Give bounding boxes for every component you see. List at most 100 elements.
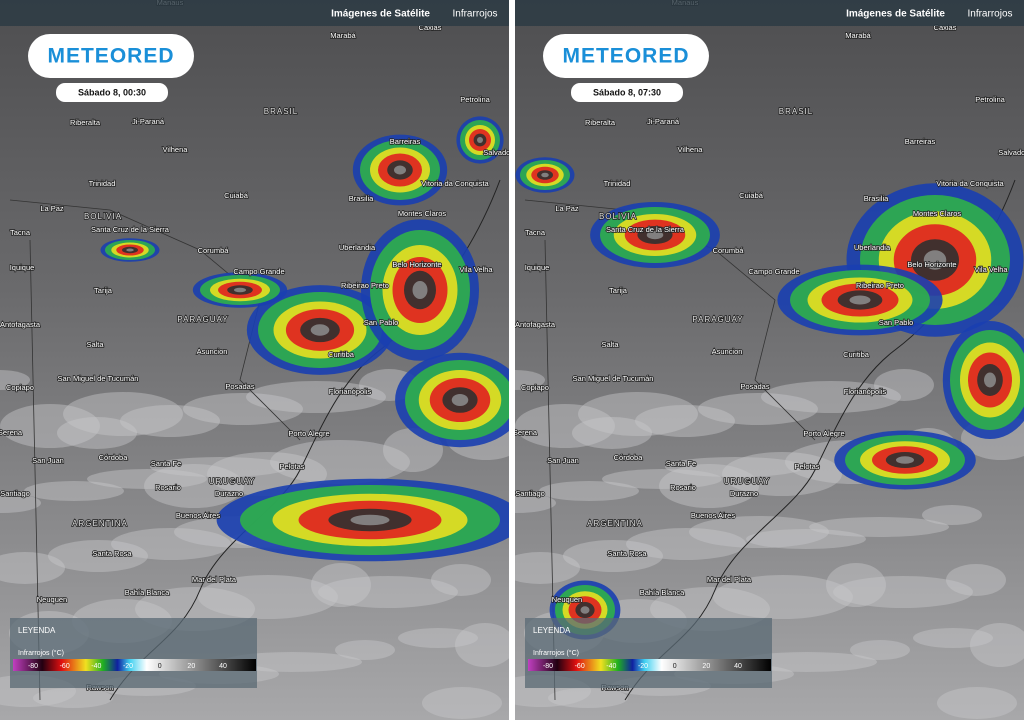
- map-label: Corumbá: [713, 246, 745, 255]
- map-label: BOLIVIA: [599, 212, 637, 221]
- cloud: [311, 563, 371, 607]
- timestamp: Sábado 8, 00:30: [78, 87, 146, 97]
- cloud: [659, 464, 759, 508]
- map-label: Córdoba: [614, 453, 644, 462]
- map-label: PARAGUAY: [692, 315, 743, 324]
- map-label: Brasilia: [349, 194, 374, 203]
- map-label: Riberalta: [70, 118, 101, 127]
- legend-tick: -20: [638, 663, 648, 670]
- map-label: Rosario: [670, 483, 696, 492]
- cloud: [48, 540, 148, 572]
- cloud: [335, 640, 395, 660]
- map-label: Iquique: [525, 263, 550, 272]
- map-label: Cuiabá: [739, 191, 764, 200]
- map-label: Antofagasta: [0, 320, 41, 329]
- legend-tick: -40: [606, 663, 616, 670]
- map-label: Serena: [513, 428, 538, 437]
- map-label: Barreiras: [905, 137, 936, 146]
- color-scale: [13, 659, 256, 671]
- map-label: Marabá: [330, 31, 356, 40]
- logo: METEORED: [562, 45, 689, 68]
- time-box: [571, 83, 683, 102]
- storm-cell: [541, 172, 549, 178]
- cloud: [33, 688, 113, 708]
- cloud: [87, 469, 207, 489]
- map-label: Uberlandia: [854, 243, 891, 252]
- map-label: Vitoria da Conquista: [421, 179, 489, 188]
- map-label: Tacna: [10, 228, 31, 237]
- map-label: Ribeirao Preto: [856, 281, 904, 290]
- map-label: Curitiba: [843, 350, 870, 359]
- map-label: Petrolina: [460, 95, 490, 104]
- map-label: Salvador: [483, 148, 513, 157]
- storm-cell: [477, 137, 483, 143]
- map-label: Durazno: [730, 489, 758, 498]
- cloud: [198, 575, 338, 619]
- map-label: San Juan: [547, 456, 579, 465]
- legend-tick: 40: [734, 663, 742, 670]
- map-label: Ji-Paraná: [132, 117, 165, 126]
- map-label: Florianópolis: [844, 387, 887, 396]
- map-label: Bahía Blanca: [640, 588, 685, 597]
- legend-tick: 0: [158, 663, 162, 670]
- legend-tick: -60: [575, 663, 585, 670]
- cloud: [270, 440, 410, 484]
- map-label: URUGUAY: [209, 477, 255, 486]
- cloud: [602, 469, 722, 489]
- cloud: [572, 417, 652, 449]
- map-label: Copiapo: [6, 383, 34, 392]
- cloud: [0, 404, 100, 448]
- cloud: [431, 564, 491, 596]
- map-label: Santa Fe: [666, 459, 696, 468]
- cloud: [515, 493, 556, 513]
- map-label: Posadas: [740, 382, 769, 391]
- storm-cell: [234, 287, 246, 293]
- map-label: Riberalta: [585, 118, 616, 127]
- storm-cell: [394, 165, 406, 175]
- legend-title: LEYENDA: [18, 626, 56, 635]
- cloud: [698, 393, 818, 425]
- map-label: Vilhena: [678, 145, 704, 154]
- legend-tick: 20: [187, 663, 195, 670]
- legend-tick: -40: [91, 663, 101, 670]
- legend-tick: 40: [219, 663, 227, 670]
- map-label: San Juan: [32, 456, 64, 465]
- map-label: Rosario: [155, 483, 181, 492]
- cloud: [422, 687, 502, 719]
- product-title: Infrarrojos: [967, 9, 1012, 20]
- legend-tick: -20: [123, 663, 133, 670]
- cloud: [24, 481, 124, 501]
- map-label: Brasilia: [864, 194, 889, 203]
- map-label: Pelotas: [279, 462, 304, 471]
- map-label: Vilhena: [163, 145, 189, 154]
- cloud: [120, 405, 220, 437]
- cloud: [563, 540, 663, 572]
- map-label: Santiago: [515, 489, 545, 498]
- map-label: Uberlandia: [339, 243, 376, 252]
- time-box: [56, 83, 168, 102]
- storm-cell: [896, 456, 914, 464]
- cloud: [635, 405, 735, 437]
- map-label: Ji-Paraná: [647, 117, 680, 126]
- section-title: Imágenes de Satélite: [331, 9, 430, 20]
- storm-cell: [646, 230, 664, 240]
- map-label: Campo Grande: [748, 267, 799, 276]
- map-label: BRASIL: [779, 107, 813, 116]
- map-label: BOLIVIA: [84, 212, 122, 221]
- product-title: Infrarrojos: [452, 9, 497, 20]
- cloud: [318, 576, 458, 608]
- map-label: BRASIL: [264, 107, 298, 116]
- map-label: Buenos Aires: [176, 511, 220, 520]
- legend-tick: -60: [60, 663, 70, 670]
- map-label: Barreiras: [390, 137, 421, 146]
- map-label: Tarija: [609, 286, 628, 295]
- map-label: Cuiabá: [224, 191, 249, 200]
- panel: ManausMarabáCaxiasRiberaltaJi-ParanáBRAS…: [0, 0, 513, 720]
- cloud: [57, 417, 137, 449]
- cloud: [922, 505, 982, 525]
- legend-subtitle: Infrarrojos (°C): [18, 649, 64, 657]
- map-label: Porto Alegre: [803, 429, 844, 438]
- map-label: Marabá: [845, 31, 871, 40]
- cloud: [970, 623, 1024, 667]
- map-label: Serena: [0, 428, 23, 437]
